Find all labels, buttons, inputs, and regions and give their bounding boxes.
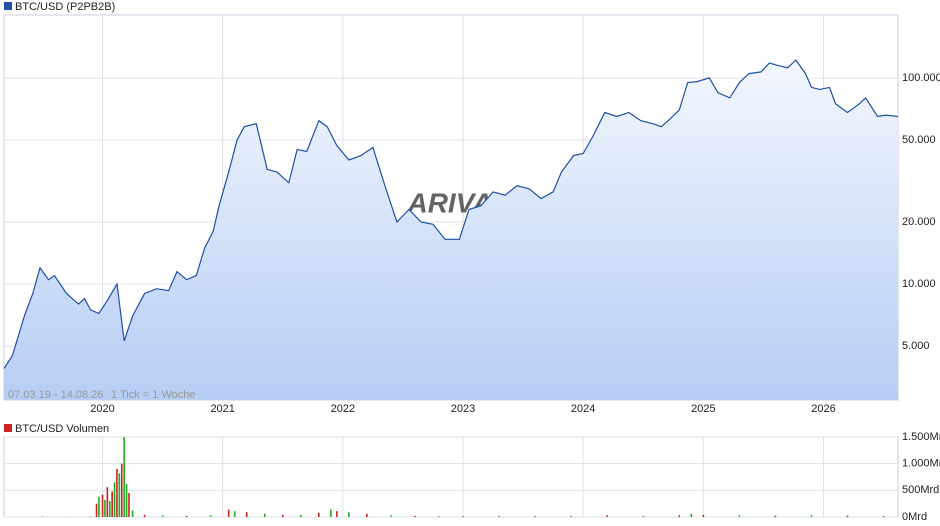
volume-bar: [104, 499, 106, 517]
x-tick-label: 2022: [331, 403, 355, 415]
x-tick-label: 2025: [691, 403, 715, 415]
volume-bar: [113, 482, 116, 517]
volume-bar: [810, 515, 813, 517]
volume-bar: [263, 513, 266, 517]
volume-bar: [498, 515, 500, 517]
volume-bar: [336, 511, 338, 517]
volume-bar: [438, 516, 440, 517]
volume-bar: [846, 515, 849, 517]
volume-bar: [209, 515, 212, 517]
volume-bar: [738, 515, 741, 517]
volume-bar: [118, 473, 121, 517]
plot-frame: [3, 436, 899, 518]
volume-bar: [366, 513, 368, 517]
y-tick-label: 500Mrd: [902, 484, 939, 496]
volume-bar: [111, 491, 113, 517]
volume-bar: [143, 514, 146, 517]
volume-bar: [123, 437, 125, 517]
volume-bar: [299, 514, 302, 517]
volume-bar: [678, 515, 681, 517]
y-tick-label: 20.000: [902, 216, 936, 228]
volume-bar: [98, 496, 100, 517]
volume-bar: [882, 515, 885, 517]
volume-bar: [570, 515, 572, 517]
volume-bar: [245, 512, 248, 517]
volume-bar: [108, 501, 111, 517]
x-tick-label: 2024: [571, 403, 595, 415]
volume-bar: [642, 515, 645, 517]
volume-bar: [106, 487, 109, 517]
volume-bar: [606, 515, 609, 517]
y-tick-label: 1.000Mrd: [902, 458, 940, 470]
legend-swatch: [4, 2, 12, 10]
x-tick-label: 2026: [811, 403, 835, 415]
volume-bar: [330, 509, 332, 517]
volume-bar: [131, 510, 134, 517]
x-tick-label: 2020: [90, 403, 114, 415]
volume-bar: [348, 512, 350, 517]
volume-bar: [233, 511, 236, 517]
x-tick-label: 2021: [210, 403, 234, 415]
price-line: [3, 59, 899, 369]
y-tick-label: 100.000: [902, 72, 940, 84]
tick-note: 1 Tick = 1 Woche: [111, 389, 195, 401]
volume-bar: [702, 514, 705, 517]
volume-bar: [89, 516, 92, 517]
volume-bar: [161, 515, 164, 517]
volume-bar: [462, 516, 464, 517]
y-tick-label: 1.500Mrd: [902, 431, 940, 443]
volume-bar: [774, 515, 777, 517]
volume-bar: [414, 515, 416, 517]
y-tick-label: 10.000: [902, 278, 936, 290]
y-tick-label: 5.000: [902, 340, 930, 352]
volume-bar: [534, 516, 536, 517]
volume-bar: [101, 494, 104, 517]
volume-bar: [128, 493, 130, 517]
volume-bar: [120, 463, 123, 517]
legend-label: BTC/USD Volumen: [15, 423, 109, 435]
area-fill: [4, 60, 898, 400]
y-tick-label: 50.000: [902, 134, 936, 146]
date-range: 07.03.19 - 14.08.26: [8, 389, 103, 401]
y-tick-label: 0Mrd: [902, 511, 927, 523]
x-tick-label: 2023: [451, 403, 475, 415]
volume-bar: [690, 513, 693, 517]
volume-bar: [390, 515, 392, 517]
volume-bar: [95, 503, 98, 517]
volume-bar: [185, 515, 188, 517]
legend-swatch: [4, 424, 12, 432]
volume-bar: [227, 509, 230, 517]
volume-bar: [125, 483, 128, 517]
volume-bar: [281, 514, 284, 517]
legend-label: BTC/USD (P2PB2B): [15, 1, 115, 13]
volume-bar: [318, 512, 320, 517]
volume-bar: [116, 469, 118, 517]
